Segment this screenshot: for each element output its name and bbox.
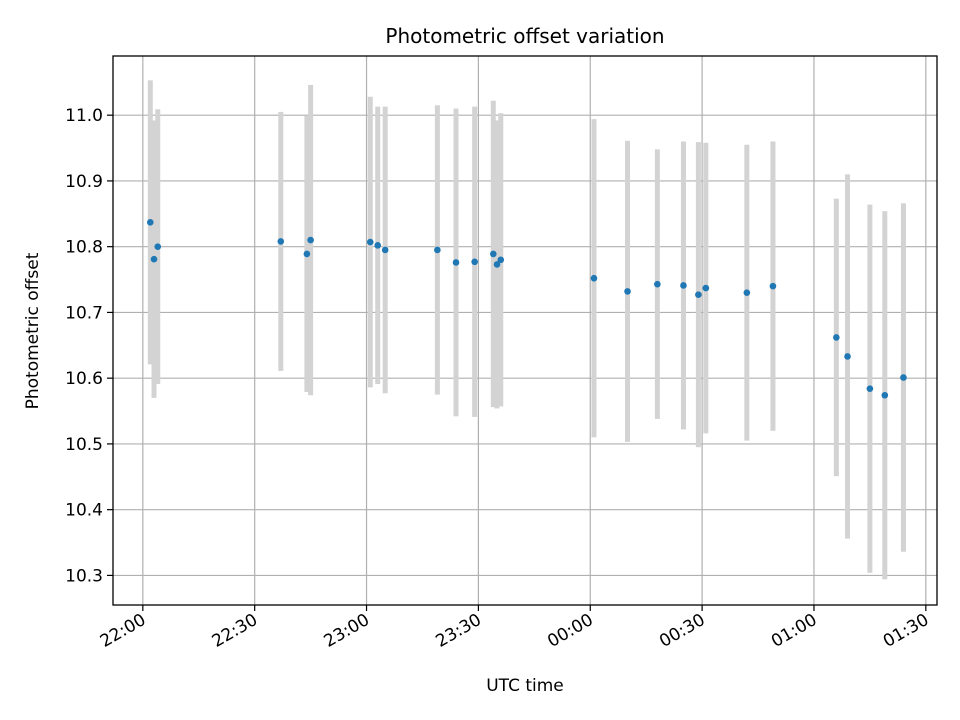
y-axis-ticks: 10.3 10.4 10.5 10.6 10.7 10.8 10.9 11.0 xyxy=(65,106,113,586)
grid-lines xyxy=(113,56,937,605)
data-point xyxy=(303,250,311,258)
plot-frame xyxy=(112,55,938,606)
data-point xyxy=(866,385,874,392)
y-tick-label: 10.9 xyxy=(65,172,103,192)
plot-area xyxy=(113,56,937,605)
data-points xyxy=(146,219,907,399)
y-tick-label: 10.5 xyxy=(65,435,103,455)
data-point xyxy=(277,238,285,245)
data-point xyxy=(680,282,687,289)
y-tick-label: 10.7 xyxy=(65,303,103,323)
y-axis-title: Photometric offset xyxy=(23,252,43,409)
y-tick-label: 10.8 xyxy=(65,238,103,258)
data-point xyxy=(590,274,598,282)
data-point xyxy=(381,246,389,254)
y-tick-label: 10.4 xyxy=(65,501,103,521)
data-point xyxy=(844,353,851,360)
data-point xyxy=(452,259,460,266)
data-point xyxy=(150,255,158,263)
data-point xyxy=(471,258,478,266)
y-tick-label: 11.0 xyxy=(65,106,103,126)
data-point xyxy=(146,219,154,226)
data-point xyxy=(702,284,710,292)
data-point xyxy=(900,374,907,381)
data-point xyxy=(434,246,441,254)
data-point xyxy=(654,280,661,288)
data-point xyxy=(374,242,382,249)
y-tick-label: 10.3 xyxy=(65,566,103,586)
data-point xyxy=(881,391,889,399)
data-point xyxy=(624,288,631,295)
data-point xyxy=(833,334,840,341)
data-point xyxy=(769,282,777,290)
data-point xyxy=(154,243,162,250)
y-tick-label: 10.6 xyxy=(65,369,103,389)
data-point xyxy=(695,291,702,298)
data-point xyxy=(743,289,751,296)
x-axis-title: UTC time xyxy=(486,676,564,696)
data-point xyxy=(490,250,497,258)
data-point xyxy=(497,256,505,264)
data-point xyxy=(366,238,374,246)
data-point xyxy=(307,236,314,244)
data-point xyxy=(493,261,501,268)
chart-title: Photometric offset variation xyxy=(385,24,664,48)
